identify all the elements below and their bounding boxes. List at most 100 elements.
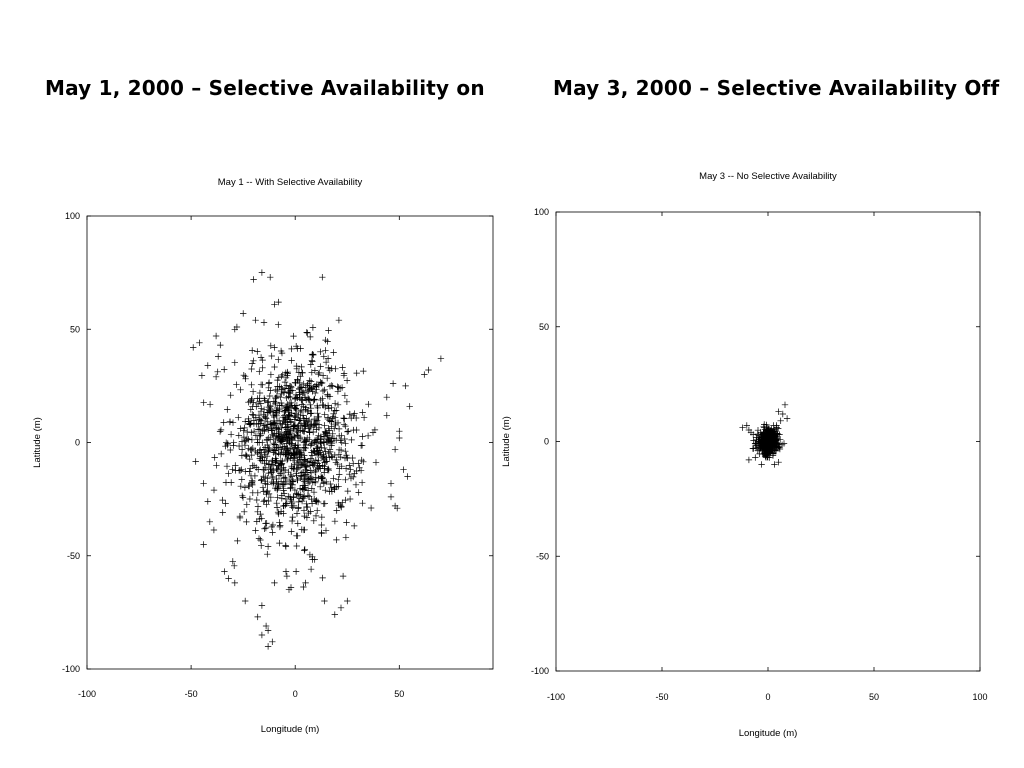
data-point: [775, 425, 782, 432]
data-point: [760, 424, 768, 431]
data-point: [295, 498, 302, 506]
data-point: [258, 515, 265, 522]
data-point: [396, 434, 403, 442]
y-tick-label: -100: [62, 664, 80, 674]
data-point: [256, 416, 264, 424]
data-point: [269, 431, 276, 438]
data-point: [364, 432, 372, 439]
data-point: [300, 583, 307, 591]
data-point: [761, 445, 768, 453]
data-point: [249, 360, 256, 367]
data-point: [219, 496, 226, 504]
data-point: [318, 379, 326, 387]
y-tick-label: -100: [531, 666, 549, 676]
data-point: [327, 480, 334, 488]
data-point: [299, 369, 306, 377]
y-tick-label: 50: [70, 324, 80, 334]
data-point: [300, 485, 308, 493]
data-point: [357, 442, 365, 449]
data-point: [246, 495, 254, 503]
data-point: [273, 475, 280, 483]
data-point: [339, 364, 346, 371]
data-point: [272, 410, 279, 418]
data-point: [235, 442, 243, 450]
data-point: [218, 450, 225, 458]
data-point: [224, 440, 231, 447]
data-point: [324, 466, 331, 474]
data-point: [307, 508, 314, 515]
data-point: [260, 411, 267, 418]
data-point: [338, 432, 345, 439]
data-point: [247, 465, 254, 472]
data-point: [257, 446, 264, 453]
data-point: [333, 507, 340, 514]
data-point: [296, 379, 303, 386]
data-point: [267, 436, 274, 443]
data-point: [288, 473, 295, 480]
data-point: [240, 310, 247, 317]
data-point: [318, 521, 325, 529]
x-tick-label: 0: [293, 689, 298, 699]
data-point: [335, 476, 342, 483]
data-point: [272, 458, 279, 465]
data-point: [387, 480, 395, 487]
data-point: [318, 513, 325, 521]
data-point: [206, 518, 213, 525]
data-point: [258, 269, 266, 276]
data-point: [747, 429, 755, 436]
data-point: [300, 403, 307, 410]
data-point: [315, 475, 322, 482]
data-point: [304, 480, 312, 487]
data-point: [320, 433, 328, 440]
data-point: [282, 403, 290, 410]
data-point: [308, 500, 316, 507]
data-point: [317, 396, 324, 404]
data-point: [341, 392, 349, 399]
data-point: [301, 547, 308, 554]
data-point: [264, 475, 271, 482]
data-point: [245, 415, 252, 423]
data-point: [310, 447, 317, 454]
data-point: [324, 355, 332, 362]
data-point: [213, 462, 220, 469]
data-point: [237, 483, 244, 490]
data-point: [335, 483, 342, 490]
data-point: [311, 556, 318, 563]
data-point: [313, 426, 320, 433]
data-point: [389, 380, 397, 387]
data-point: [750, 437, 757, 444]
data-point: [285, 469, 292, 476]
data-point: [404, 473, 411, 480]
data-point: [304, 329, 311, 337]
data-point: [305, 425, 312, 432]
data-point: [312, 468, 319, 476]
data-point: [391, 446, 399, 453]
data-point: [293, 542, 300, 550]
data-point: [249, 462, 256, 469]
data-point: [309, 358, 316, 365]
data-point: [270, 432, 277, 440]
data-point: [308, 420, 315, 428]
data-point: [300, 428, 307, 435]
data-point: [287, 387, 294, 394]
data-point: [200, 399, 207, 406]
data-point: [245, 445, 252, 452]
data-point: [255, 426, 262, 433]
data-point: [212, 332, 220, 340]
data-point: [231, 359, 238, 366]
data-point: [309, 475, 317, 483]
data-point: [338, 384, 346, 391]
data-point: [286, 416, 293, 423]
data-point: [277, 437, 284, 444]
data-point: [278, 373, 285, 380]
data-point: [243, 518, 250, 526]
data-point: [301, 456, 308, 463]
x-tick-label: 100: [972, 692, 987, 702]
data-point: [254, 508, 261, 515]
data-point: [310, 351, 317, 359]
data-point: [280, 490, 288, 497]
data-point: [302, 579, 309, 587]
data-point: [306, 428, 313, 436]
data-point: [271, 579, 278, 587]
data-point: [300, 389, 307, 396]
